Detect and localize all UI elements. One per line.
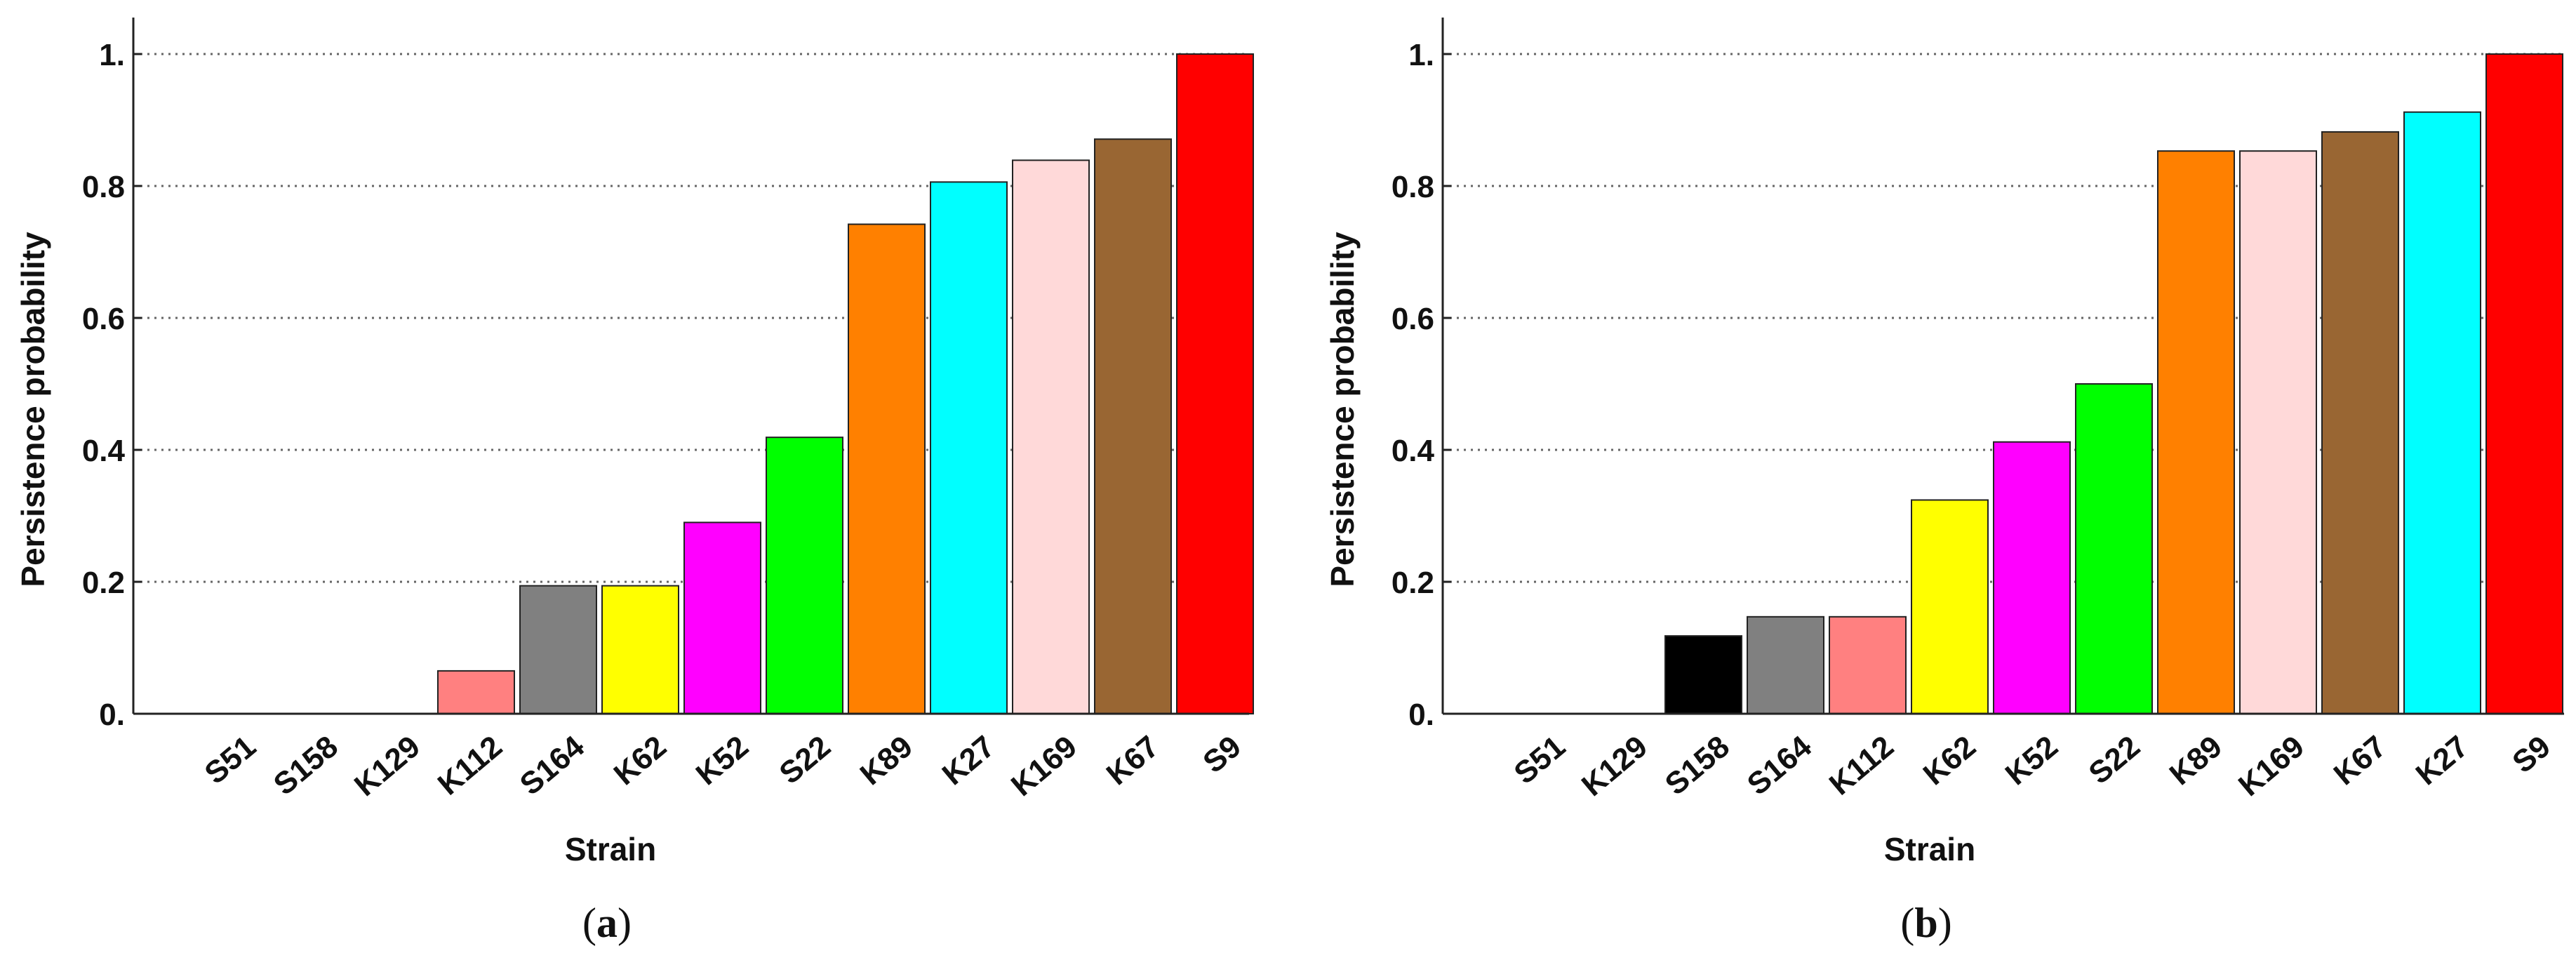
bar-s9: [2485, 53, 2563, 714]
panel-label-open: (: [582, 900, 596, 946]
y-tick-label: 0.: [1408, 698, 1434, 732]
bar-s22: [2075, 383, 2153, 714]
panel-label: (a): [582, 900, 632, 946]
y-tick-label: 0.: [99, 698, 125, 732]
x-tick-label: S51: [199, 729, 262, 791]
panel-label-close: ): [618, 900, 632, 946]
y-tick-label: 0.4: [82, 434, 126, 468]
x-axis-title: Strain: [1884, 831, 1975, 867]
bar-s158: [1664, 635, 1742, 715]
chart-panel-b: S51 K129 S158 S164 K112 K62 K52 S22 K89 K169 K67 K2…: [1324, 18, 2564, 946]
bar-k62: [601, 585, 679, 715]
y-tick-label: 0.4: [1392, 434, 1435, 468]
bar-k52: [683, 521, 761, 715]
y-axis-title: Persistence probability: [15, 232, 51, 587]
x-tick-label: K169: [2232, 729, 2311, 803]
bar-k52: [1993, 441, 2071, 714]
x-tick-label: K89: [2163, 729, 2229, 792]
bar-k112: [1829, 615, 1907, 714]
x-tick-label: K67: [1100, 729, 1166, 792]
bar-k112: [437, 670, 515, 715]
bar-s9: [1176, 53, 1254, 714]
x-tick-label: S9: [2506, 729, 2557, 780]
x-tick-label: S51: [1508, 729, 1572, 791]
bar-s164: [1747, 615, 1824, 714]
bar-k89: [848, 223, 926, 714]
x-tick-label: K67: [2328, 729, 2393, 792]
bar-k89: [2157, 150, 2235, 714]
bar-k62: [1911, 499, 1989, 714]
y-axis-title: Persistence probability: [1324, 232, 1361, 587]
x-tick-label: S164: [1741, 729, 1819, 802]
bar-k67: [1094, 138, 1172, 714]
y-tick-label: 0.2: [82, 566, 125, 600]
x-tick-label: S158: [1659, 729, 1736, 802]
x-tick-label: K169: [1005, 729, 1083, 803]
panel-label-open: (: [1900, 900, 1914, 946]
x-tick-label: S164: [514, 729, 592, 802]
x-tick-label: K112: [1823, 729, 1900, 802]
y-tick-label: 0.6: [1392, 302, 1434, 336]
x-tick-label: K62: [608, 729, 673, 792]
bar-s22: [766, 437, 843, 714]
x-tick-label: K112: [432, 729, 509, 802]
y-tick-label: 0.6: [82, 302, 125, 336]
x-tick-label: K27: [2410, 729, 2475, 792]
x-tick-label: K89: [854, 729, 919, 792]
x-tick-label: K52: [690, 729, 755, 792]
panel-label-letter: b: [1914, 900, 1937, 946]
panel-label-letter: a: [596, 900, 618, 946]
x-tick-label: S22: [2083, 729, 2147, 791]
y-tick-label: 1.: [99, 38, 125, 72]
x-tick-label: K27: [936, 729, 1001, 792]
bar-k27: [930, 181, 1008, 714]
bar-k67: [2321, 131, 2399, 715]
x-tick-label: K129: [348, 729, 427, 803]
bar-s164: [519, 585, 597, 715]
y-tick-label: 1.: [1408, 38, 1434, 72]
bar-k169: [1012, 159, 1090, 714]
x-tick-label: K129: [1575, 729, 1654, 803]
x-axis-title: Strain: [565, 831, 656, 867]
y-tick-label: 0.8: [1392, 170, 1434, 204]
panel-label-close: ): [1938, 900, 1952, 946]
chart-panel-a: S51 S158 K129 K112 S164 K62 K52 S22 K89 K27 K169 K6…: [15, 18, 1254, 946]
y-tick-label: 0.8: [82, 170, 125, 204]
bar-k169: [2239, 150, 2317, 714]
x-tick-label: S158: [267, 729, 345, 802]
panel-label: (b): [1900, 900, 1951, 946]
x-tick-label: K52: [1999, 729, 2064, 792]
y-tick-label: 0.2: [1392, 566, 1434, 600]
x-tick-label: K62: [1917, 729, 1982, 792]
x-tick-label: S9: [1196, 729, 1248, 780]
x-tick-label: S22: [773, 729, 837, 791]
bar-k27: [2403, 111, 2481, 715]
